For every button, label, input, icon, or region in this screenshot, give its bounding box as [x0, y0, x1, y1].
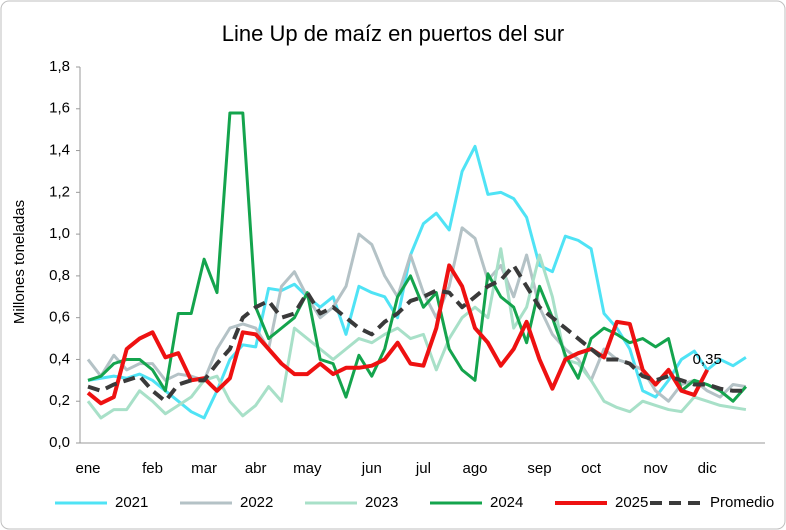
x-tick-label: feb — [142, 460, 163, 477]
x-tick-label: ene — [75, 460, 100, 477]
y-tick-label: 0,2 — [49, 392, 70, 409]
y-tick-label: 1,4 — [49, 142, 70, 159]
y-tick-label: 1,0 — [49, 225, 70, 242]
y-tick-label: 0,0 — [49, 434, 70, 451]
y-tick-label: 0,6 — [49, 309, 70, 326]
y-tick-label: 1,6 — [49, 100, 70, 117]
x-tick-label: jun — [361, 460, 382, 477]
series-line — [86, 247, 747, 420]
legend-label: 2025 — [615, 494, 648, 511]
y-tick-label: 1,2 — [49, 183, 70, 200]
x-tick-label: oct — [581, 460, 602, 477]
annotation: 0,35 — [693, 351, 722, 368]
chart-title: Line Up de maíz en puertos del sur — [222, 21, 564, 46]
x-tick-label: dic — [698, 460, 718, 477]
series-line — [87, 144, 747, 420]
y-axis-label: Millones toneladas — [11, 200, 28, 324]
legend-label: 2021 — [115, 494, 148, 511]
x-tick-label: ago — [462, 460, 487, 477]
x-tick-label: sep — [527, 460, 551, 477]
legend-label: Promedio — [710, 494, 774, 511]
legend-label: 2024 — [490, 494, 523, 511]
series-line — [87, 263, 746, 404]
x-tick-label: abr — [245, 460, 267, 477]
legend-label: 2022 — [240, 494, 273, 511]
y-tick-label: 0,8 — [49, 267, 70, 284]
x-tick-label: mar — [191, 460, 217, 477]
y-tick-label: 0,4 — [49, 350, 70, 367]
y-tick-label: 1,8 — [49, 58, 70, 75]
x-tick-label: may — [293, 460, 322, 477]
legend-label: 2023 — [365, 494, 398, 511]
x-tick-label: jul — [415, 460, 431, 477]
x-tick-label: nov — [644, 460, 669, 477]
